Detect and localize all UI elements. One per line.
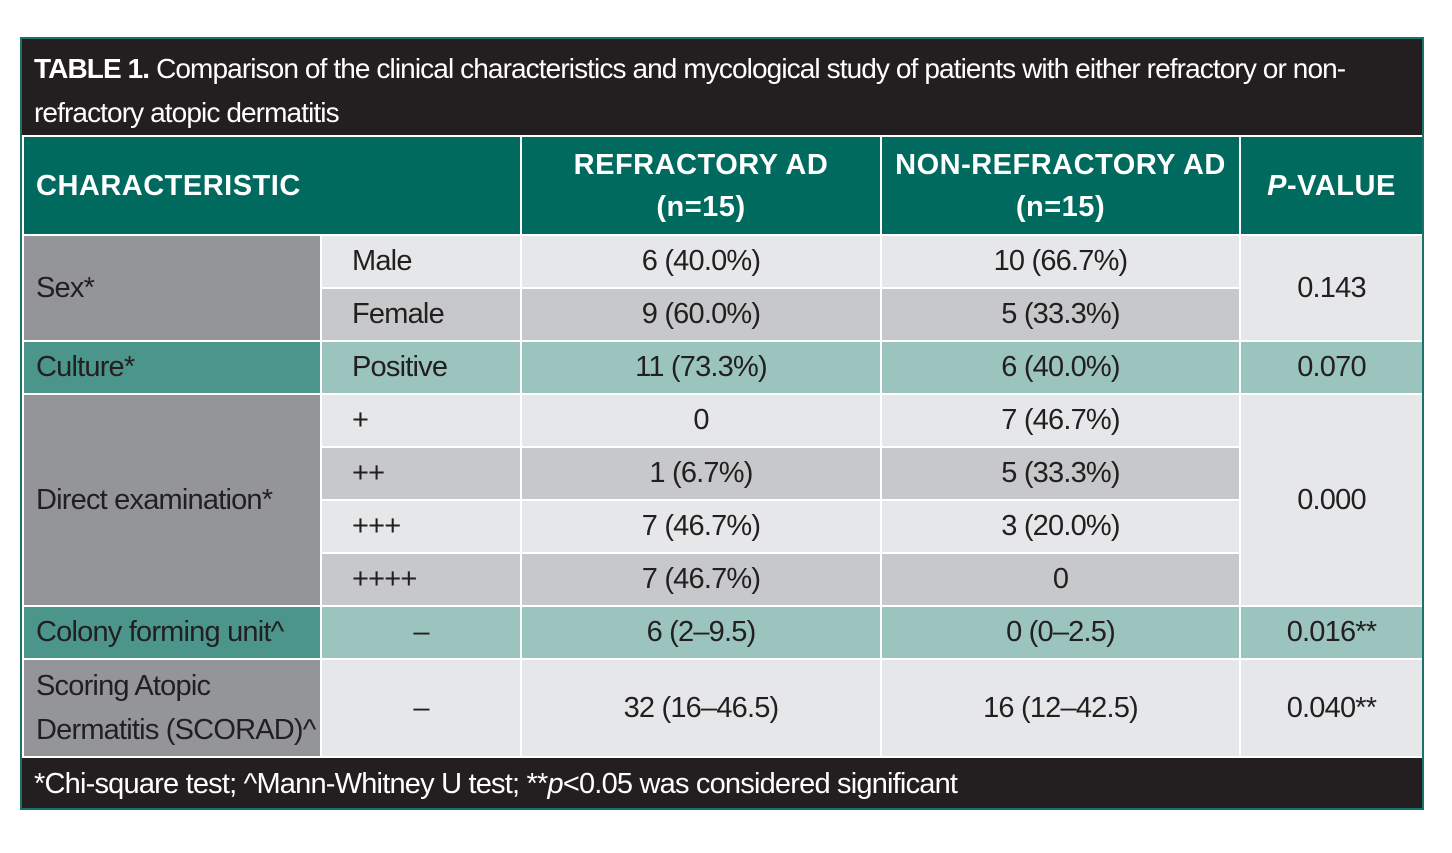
table-row: +++ 7 (46.7%) 3 (20.0%) [23,499,1422,554]
header-refractory: REFRACTORY AD (n=15) [520,135,882,236]
row-label-cfu: Colony forming unit^ [22,605,322,660]
table-row: Sex* Male 6 (40.0%) 10 (66.7%) 0.143 [22,234,1422,342]
refractory-cell: 11 (73.3%) [520,340,882,395]
row-label-direct-examination: Direct examination* [22,393,322,607]
nonrefractory-cell: 0 [880,552,1241,607]
data-table: CHARACTERISTIC REFRACTORY AD (n=15) NON-R… [22,135,1422,758]
refractory-cell: 7 (46.7%) [520,499,882,554]
nonrefractory-cell: 3 (20.0%) [880,499,1241,554]
table-frame: TABLE 1. Comparison of the clinical char… [20,37,1424,810]
pvalue-cell: 0.016** [1239,605,1422,660]
nonrefractory-cell: 10 (66.7%) [880,234,1241,289]
nonrefractory-cell: 16 (12–42.5) [880,658,1241,758]
refractory-cell: 6 (2–9.5) [520,605,882,660]
refractory-cell: 6 (40.0%) [520,234,882,289]
pvalue-cell: 0.143 [1239,234,1422,342]
sub-label: – [320,605,522,660]
row-label-sex: Sex* [22,234,322,342]
pvalue-cell: 0.070 [1239,340,1422,395]
refractory-cell: 0 [520,393,882,448]
sub-label: Positive [320,340,522,395]
table-row: ++ 1 (6.7%) 5 (33.3%) [23,446,1422,501]
nonrefractory-cell: 0 (0–2.5) [880,605,1241,660]
sub-label: +++ [320,499,522,554]
table-caption: TABLE 1. Comparison of the clinical char… [22,39,1422,135]
caption-label: TABLE 1. [34,53,150,84]
table-row: Direct examination* + 0 7 (46.7%) 0.000 [22,393,1422,607]
refractory-cell: 9 (60.0%) [520,287,882,342]
pvalue-cell: 0.000 [1239,393,1422,607]
nonrefractory-cell: 5 (33.3%) [880,446,1241,501]
nonrefractory-cell: 6 (40.0%) [880,340,1241,395]
sub-label: Male [320,234,522,289]
table-row: Scoring Atopic Dermatitis (SCORAD)^ – 32 … [22,658,1422,758]
caption-text: Comparison of the clinical characteristi… [34,53,1346,128]
table-row: Colony forming unit^ – 6 (2–9.5) 0 (0–2.… [22,605,1422,660]
sub-label: + [320,393,522,448]
sub-label: Female [320,287,522,342]
refractory-cell: 7 (46.7%) [520,552,882,607]
table-row: Female 9 (60.0%) 5 (33.3%) [23,287,1422,342]
header-row: CHARACTERISTIC REFRACTORY AD (n=15) NON-R… [22,135,1422,236]
nonrefractory-cell: 5 (33.3%) [880,287,1241,342]
refractory-cell: 32 (16–46.5) [520,658,882,758]
pvalue-cell: 0.040** [1239,658,1422,758]
sub-label: ++++ [320,552,522,607]
row-label-scorad: Scoring Atopic Dermatitis (SCORAD)^ [22,658,322,758]
sub-label: ++ [320,446,522,501]
header-pvalue: P-VALUE [1239,135,1422,236]
table-footnote: *Chi-square test; ^Mann-Whitney U test; … [22,759,1422,808]
table-row: ++++ 7 (46.7%) 0 [23,552,1422,607]
refractory-cell: 1 (6.7%) [520,446,882,501]
nonrefractory-cell: 7 (46.7%) [880,393,1241,448]
header-characteristic: CHARACTERISTIC [22,135,522,236]
row-label-culture: Culture* [22,340,322,395]
table-row: Culture* Positive 11 (73.3%) 6 (40.0%) 0… [22,340,1422,395]
header-nonrefractory: NON-REFRACTORY AD (n=15) [880,135,1241,236]
sub-label: – [320,658,522,758]
